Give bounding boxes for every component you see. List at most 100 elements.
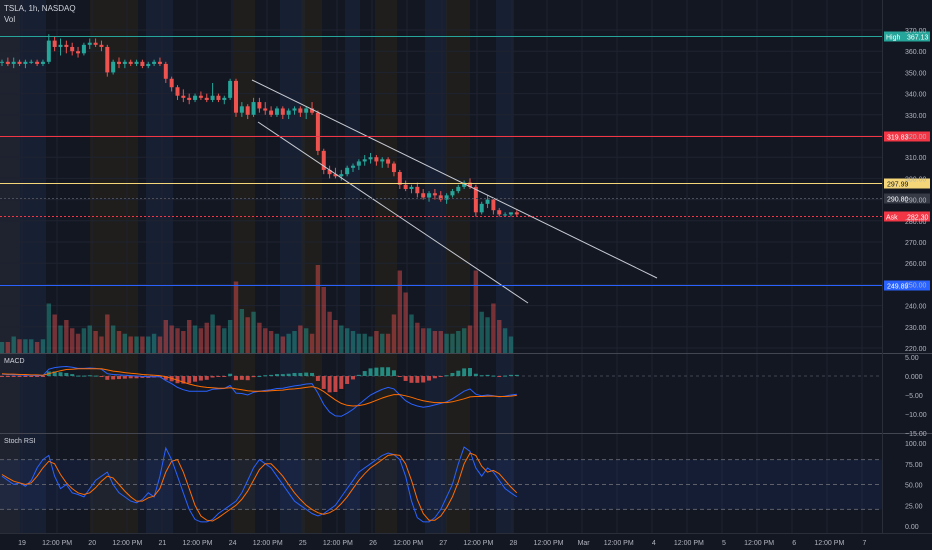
price-tick-label: 280.00 (905, 219, 927, 226)
candle-body (0, 61, 4, 63)
volume-bar (286, 333, 291, 353)
level-tag: 290.80 (884, 193, 930, 204)
macd-histogram-bar (122, 376, 127, 379)
price-tick-label: 240.00 (905, 304, 927, 311)
time-tick-label: 12:00 PM (674, 540, 704, 547)
candle-body (111, 61, 116, 73)
macd-histogram-bar (298, 372, 303, 376)
level-value-text: 249.89 (887, 284, 909, 291)
macd-histogram-bar (473, 373, 478, 376)
macd-histogram-bar (421, 376, 426, 383)
candle-body (117, 61, 121, 64)
candle-body (35, 61, 40, 64)
macd-tick-label: −10.00 (905, 412, 927, 419)
time-tick-label: 12:00 PM (42, 540, 72, 547)
macd-histogram-bar (497, 376, 502, 377)
volume-bar (344, 328, 350, 353)
stoch-tick-label: 0.00 (905, 524, 919, 531)
volume-bar (0, 342, 5, 353)
level-label-text: High (886, 35, 901, 42)
price-tick-label: 220.00 (905, 346, 927, 353)
macd-histogram-bar (210, 376, 215, 378)
macd-histogram-bar (397, 376, 402, 377)
volume-bar (146, 336, 151, 353)
volume-bar (23, 339, 28, 353)
stoch-tick-label: 50.00 (905, 483, 923, 490)
stoch-tick-label: 75.00 (905, 462, 923, 469)
volume-bar (426, 328, 432, 353)
time-tick-label: 12:00 PM (463, 540, 493, 547)
level-value-text: 367.13 (907, 35, 929, 42)
time-tick-label: 12:00 PM (393, 540, 423, 547)
candle-body (298, 108, 303, 113)
macd-histogram-bar (239, 376, 244, 380)
price-tick-label: 300.00 (905, 176, 927, 183)
candle-body (263, 108, 268, 111)
volume-bar (93, 331, 98, 353)
level-value-bg (904, 211, 930, 222)
candle-body (304, 108, 309, 113)
volume-bar (157, 336, 163, 353)
volume-bar (81, 328, 87, 353)
candle-body (321, 150, 326, 170)
time-tick-label: 21 (159, 540, 167, 547)
candle-body (269, 110, 274, 115)
price-tick-label: 350.00 (905, 70, 927, 77)
macd-histogram-bar (76, 375, 81, 377)
macd-histogram-bar (462, 368, 467, 376)
volume-bar (280, 336, 285, 353)
candle-body (327, 169, 332, 175)
candle-body (216, 95, 221, 100)
macd-histogram-bar (52, 371, 57, 376)
macd-label: MACD (4, 358, 25, 365)
volume-bar (292, 331, 297, 353)
level-tag: High 367.13 (884, 31, 930, 42)
volume-bar (239, 309, 245, 353)
candle-body (140, 61, 145, 67)
macd-histogram-bar (351, 376, 355, 380)
volume-bar (444, 333, 449, 353)
volume-bar (421, 328, 426, 353)
session-band (20, 0, 46, 533)
volume-bar (70, 328, 75, 353)
price-levels: High 367.13 319.83 297.99 290.80 Ask 282.30 249… (0, 31, 930, 291)
volume-bar (11, 336, 16, 353)
candle-body (468, 182, 472, 187)
volume-bar (432, 331, 438, 353)
level-value-text: 297.99 (887, 182, 909, 189)
candle-body (274, 108, 279, 115)
macd-histogram-bar (117, 376, 121, 380)
candle-body (257, 102, 262, 109)
candle-body (503, 214, 508, 216)
level-value-bg (884, 131, 930, 142)
candle-body (310, 108, 315, 113)
price-tick-label: 250.00 (905, 282, 927, 289)
session-band (496, 0, 514, 533)
macd-histogram-bar (514, 374, 519, 376)
candle-body (64, 44, 69, 47)
candle-body (105, 46, 110, 73)
macd-histogram-bar (380, 367, 385, 376)
macd-histogram-bar (356, 374, 361, 376)
channel-lower-line (257, 121, 529, 304)
macd-histogram-bar (64, 372, 69, 376)
volume-bar (438, 331, 443, 353)
time-tick-label: 20 (88, 540, 96, 547)
macd-histogram-bar (432, 376, 437, 379)
volume-bar (321, 287, 326, 353)
level-value-text: 282.30 (907, 215, 929, 222)
candle-body (427, 193, 432, 198)
candle-body (473, 186, 478, 213)
time-tick-label: 12:00 PM (534, 540, 564, 547)
volume-bar (304, 328, 309, 353)
volume-bar (374, 331, 379, 353)
volume-bar (456, 331, 461, 353)
candle-body (333, 174, 338, 177)
session-band (0, 0, 20, 533)
candle-body (292, 108, 297, 111)
volume-bar (181, 331, 186, 353)
price-tick-label: 320.00 (905, 134, 927, 141)
candle-body (356, 161, 361, 166)
volume-bar (461, 328, 467, 353)
